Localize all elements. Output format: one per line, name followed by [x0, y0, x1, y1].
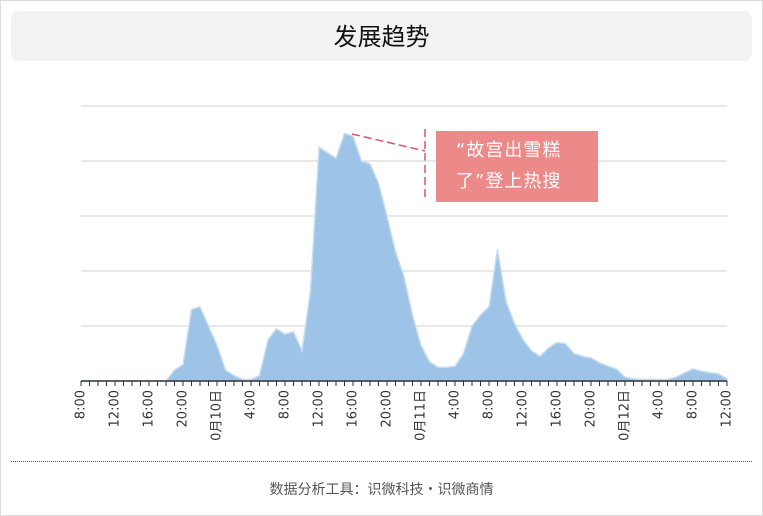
- x-tick-label: 16:00: [142, 390, 157, 427]
- x-tick-label: 20:00: [176, 390, 191, 427]
- chart-title: 发展趋势: [11, 11, 752, 61]
- x-tick-label: 16:00: [550, 390, 565, 427]
- x-tick-label: 4:00: [448, 390, 463, 419]
- x-tick-label: 12:00: [720, 390, 735, 427]
- x-tick-label: 20:00: [380, 390, 395, 427]
- x-tick-label: 8:00: [278, 390, 293, 419]
- x-tick-label: 12:00: [516, 390, 531, 427]
- x-tick-label: 12:00: [312, 390, 327, 427]
- annotation-leader: [351, 133, 426, 152]
- chart: 8:00 12:00 16:00 20:00 0月10日 4:00 8:00 12:00 16:…: [74, 105, 735, 441]
- x-tick-label: 20:00: [584, 390, 599, 427]
- x-tick-label: 8:00: [482, 390, 497, 419]
- x-tick-label: 4:00: [652, 390, 667, 419]
- footer: 数据分析工具：识微科技・识微商情: [269, 482, 494, 498]
- annotation: “故宫出雪糕了”登上热搜: [436, 131, 598, 202]
- x-tick-label: 0月11日: [414, 390, 429, 441]
- x-tick-label: 0月10日: [210, 390, 225, 441]
- x-tick-label: 0月12日: [618, 390, 633, 441]
- x-tick-label: 16:00: [346, 390, 361, 427]
- area: [81, 132, 728, 382]
- x-tick-label: 8:00: [74, 390, 89, 419]
- separator: [11, 461, 752, 462]
- x-tick-label: 12:00: [108, 390, 123, 427]
- x-tick-label: 8:00: [686, 390, 701, 419]
- x-tick-label: 4:00: [244, 390, 259, 419]
